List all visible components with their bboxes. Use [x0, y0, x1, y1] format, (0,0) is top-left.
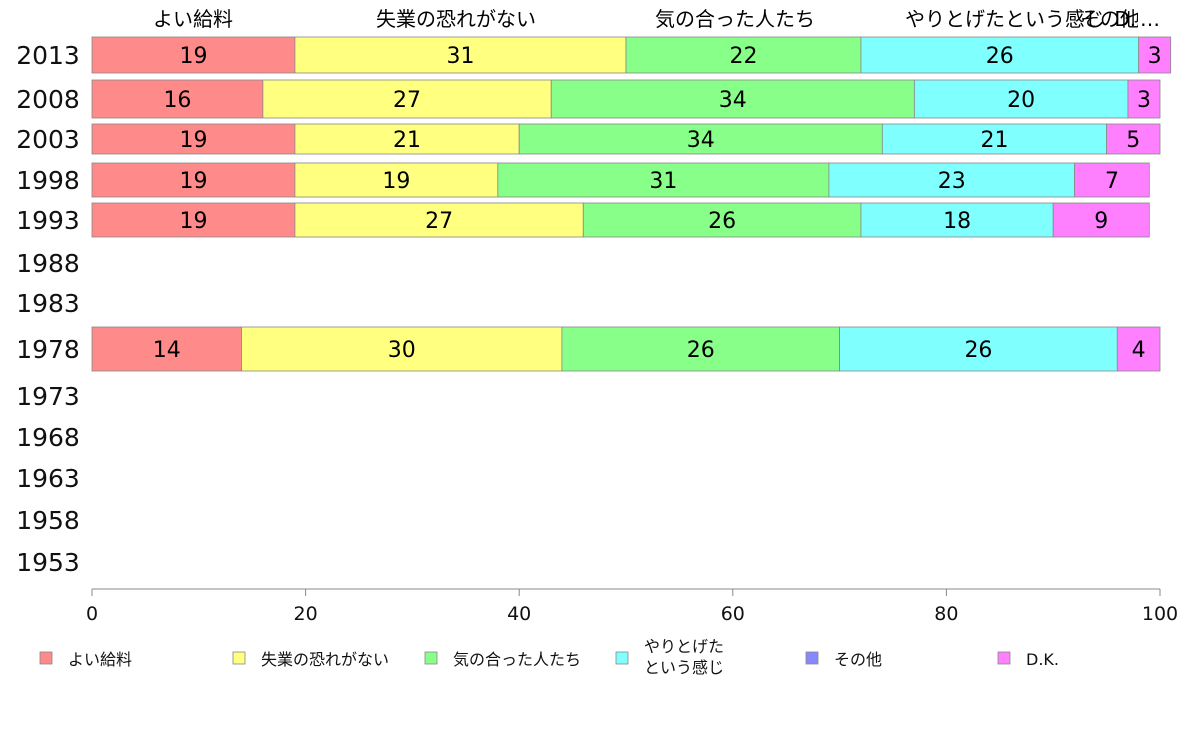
bar-1993-series-1	[294, 202, 584, 238]
legend-label-1: 失業の恐れがない	[261, 650, 389, 669]
bar-label-2008-series-1: 27	[393, 88, 421, 113]
bar-label-1998-series-2: 31	[649, 169, 677, 194]
bar-label-2008-series-0: 16	[163, 88, 191, 113]
bar-1978-series-5	[1116, 326, 1161, 372]
year-label-1993: 1993	[16, 206, 80, 235]
legend-label-5: D.K.	[1026, 650, 1059, 669]
bar-1998-series-3	[828, 162, 1075, 198]
bar-label-2008-series-2: 34	[719, 88, 747, 113]
bar-label-1998-series-5: 7	[1105, 169, 1119, 194]
legend-swatch-5	[997, 651, 1011, 665]
top-label-2: 気の合った人たち	[655, 7, 815, 31]
bar-2008-series-5	[1127, 79, 1161, 119]
bar-2003-series-1	[294, 123, 520, 155]
bar-label-2013-series-3: 26	[986, 44, 1014, 69]
bar-2013-series-0	[91, 36, 296, 74]
bar-2013-series-2	[625, 36, 862, 74]
year-label-1953: 1953	[16, 548, 80, 577]
top-label-0: よい給料	[153, 7, 233, 31]
bar-label-2003-series-2: 34	[687, 128, 715, 153]
year-label-1983: 1983	[16, 289, 80, 318]
bar-2008-series-0	[91, 79, 264, 119]
bar-label-1978-series-3: 26	[964, 338, 992, 363]
bar-label-2013-series-1: 31	[446, 44, 474, 69]
year-label-1973: 1973	[16, 382, 80, 411]
year-label-1963: 1963	[16, 464, 80, 493]
bar-label-2013-series-2: 22	[729, 44, 757, 69]
legend-swatch-4	[805, 651, 819, 665]
bar-label-2003-series-3: 21	[980, 128, 1008, 153]
bar-1978-series-3	[839, 326, 1118, 372]
bar-label-2003-series-1: 21	[393, 128, 421, 153]
top-label-1: 失業の恐れがない	[376, 7, 536, 31]
bar-label-2008-series-5: 3	[1137, 88, 1151, 113]
legend-swatch-3	[615, 651, 629, 665]
bar-2003-series-0	[91, 123, 296, 155]
bar-1993-series-3	[860, 202, 1054, 238]
x-tick-label-40: 40	[507, 603, 531, 625]
bar-label-1993-series-2: 26	[708, 209, 736, 234]
year-label-1968: 1968	[16, 423, 80, 452]
bar-label-2013-series-5: 3	[1148, 44, 1162, 69]
bar-1978-series-1	[241, 326, 563, 372]
bar-label-1998-series-0: 19	[179, 169, 207, 194]
bar-label-1993-series-0: 19	[179, 209, 207, 234]
bar-2008-series-3	[913, 79, 1129, 119]
year-label-2003: 2003	[16, 125, 80, 154]
x-tick-label-20: 20	[294, 603, 318, 625]
year-label-1998: 1998	[16, 166, 80, 195]
top-label-3: やりとげたという感じ	[905, 7, 1105, 31]
top-label-ellipsis: …	[1140, 7, 1160, 31]
x-tick-label-60: 60	[721, 603, 745, 625]
legend-swatch-2	[424, 651, 438, 665]
bar-label-1998-series-1: 19	[382, 169, 410, 194]
bar-2003-series-3	[881, 123, 1108, 155]
year-label-1978: 1978	[16, 335, 80, 364]
legend-label-3-line-1: という感じ	[644, 658, 724, 677]
year-label-1988: 1988	[16, 249, 80, 278]
legend-swatch-1	[232, 651, 246, 665]
bar-label-2013-series-0: 19	[179, 44, 207, 69]
bar-1998-series-0	[91, 162, 296, 198]
bar-2003-series-5	[1106, 123, 1161, 155]
bar-label-1978-series-1: 30	[388, 338, 416, 363]
bar-2013-series-3	[860, 36, 1140, 74]
legend-label-4: その他	[834, 650, 882, 669]
top-label-5: D.K.	[1114, 7, 1155, 31]
legend-swatch-0	[39, 651, 53, 665]
bar-label-1993-series-5: 9	[1094, 209, 1108, 234]
x-tick-label-80: 80	[934, 603, 958, 625]
bar-label-1998-series-3: 23	[938, 169, 966, 194]
bar-2013-series-5	[1138, 36, 1172, 74]
x-tick-label-0: 0	[86, 603, 98, 625]
top-label-4: その他	[1080, 7, 1140, 31]
legend-label-0: よい給料	[68, 650, 132, 669]
bar-2008-series-2	[550, 79, 915, 119]
legend-label-2: 気の合った人たち	[453, 650, 581, 669]
bar-2008-series-1	[262, 79, 552, 119]
bar-1998-series-2	[497, 162, 830, 198]
bar-1993-series-5	[1052, 202, 1150, 238]
year-label-2013: 2013	[16, 41, 80, 70]
bar-label-1978-series-0: 14	[153, 338, 181, 363]
bar-1993-series-2	[582, 202, 862, 238]
year-label-2008: 2008	[16, 85, 80, 114]
bar-label-1993-series-3: 18	[943, 209, 971, 234]
bar-1998-series-1	[294, 162, 499, 198]
year-label-1958: 1958	[16, 506, 80, 535]
bar-label-1993-series-1: 27	[425, 209, 453, 234]
bar-label-2008-series-3: 20	[1007, 88, 1035, 113]
bar-label-1978-series-2: 26	[687, 338, 715, 363]
bar-label-2003-series-5: 5	[1126, 128, 1140, 153]
bar-1978-series-0	[91, 326, 242, 372]
bar-1978-series-2	[561, 326, 840, 372]
bar-label-1978-series-5: 4	[1132, 338, 1146, 363]
bar-label-2003-series-0: 19	[179, 128, 207, 153]
bar-1998-series-5	[1074, 162, 1150, 198]
legend-label-3-line-0: やりとげた	[644, 637, 724, 656]
x-tick-label-100: 100	[1142, 603, 1178, 625]
